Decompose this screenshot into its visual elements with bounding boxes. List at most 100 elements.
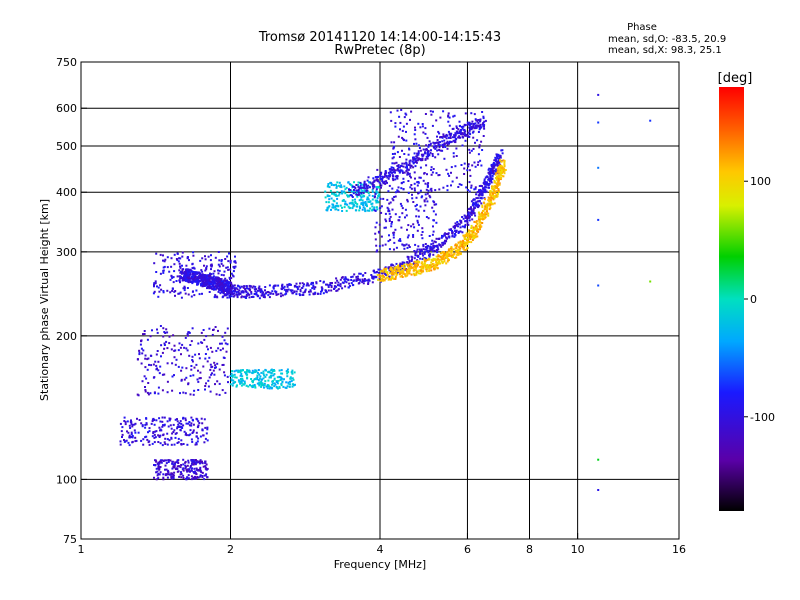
y-tick-label: 400 (56, 186, 77, 199)
scatter-point (217, 269, 219, 272)
scatter-point (144, 423, 147, 426)
trace-point (238, 285, 241, 288)
scatter-point (361, 199, 364, 202)
scatter-point (154, 360, 157, 363)
trace-point (468, 233, 471, 235)
trace-point (483, 125, 485, 128)
trace-point (311, 287, 314, 290)
scatter-point (183, 346, 186, 349)
scatter-point (455, 176, 458, 179)
scatter-point (162, 271, 165, 274)
trace-point (483, 197, 486, 200)
trace-point (287, 288, 290, 291)
scatter-point (207, 379, 210, 382)
scatter-point (194, 475, 196, 478)
scatter-point (374, 238, 377, 241)
trace-point (263, 296, 266, 299)
scatter-point (218, 368, 221, 371)
trace-point (468, 219, 471, 222)
scatter-point (424, 243, 427, 245)
scatter-point (421, 227, 424, 230)
scatter-point (470, 149, 473, 152)
trace-point (464, 249, 467, 251)
trace-point (272, 292, 275, 295)
scatter-point (172, 276, 175, 279)
scatter-point (292, 383, 294, 386)
scatter-point (243, 380, 246, 383)
scatter-point (453, 114, 456, 117)
trace-point (429, 253, 432, 256)
trace-point (230, 283, 233, 286)
trace-point (449, 135, 452, 138)
scatter-point (390, 141, 393, 144)
scatter-point (197, 437, 200, 440)
scatter-point (446, 184, 449, 187)
scatter-point (185, 376, 188, 379)
scatter-point (266, 387, 269, 390)
trace-point (433, 145, 436, 148)
trace-point (312, 281, 314, 284)
trace-point (459, 226, 462, 229)
scatter-point (388, 217, 391, 220)
scatter-point (206, 428, 209, 431)
trace-point (407, 256, 410, 259)
scatter-point (230, 378, 233, 381)
scatter-point (187, 459, 190, 462)
trace-point (477, 228, 480, 231)
scatter-point (168, 439, 171, 442)
scatter-point (187, 477, 190, 480)
trace-point (492, 163, 494, 166)
trace-point (402, 270, 405, 273)
scatter-point (191, 432, 194, 434)
scatter-point (447, 172, 450, 175)
scatter-point (397, 135, 400, 138)
outlier-point (649, 280, 652, 283)
scatter-point (391, 187, 394, 190)
trace-point (468, 235, 471, 238)
trace-point (467, 235, 470, 238)
scatter-point (177, 292, 180, 295)
trace-point (424, 148, 427, 151)
scatter-point (203, 338, 206, 341)
scatter-point (145, 423, 148, 426)
trace-point (379, 175, 382, 178)
trace-point (472, 204, 475, 207)
scatter-point (191, 418, 194, 421)
trace-point (496, 164, 499, 167)
scatter-point (480, 140, 483, 143)
trace-point (487, 183, 490, 185)
trace-point (483, 208, 486, 211)
scatter-point (420, 196, 423, 199)
scatter-point (468, 135, 471, 138)
scatter-point (404, 216, 406, 219)
scatter-point (358, 199, 361, 202)
trace-point (345, 281, 348, 284)
scatter-point (182, 424, 185, 427)
scatter-point (474, 186, 477, 189)
trace-point (368, 279, 371, 282)
trace-point (407, 269, 409, 272)
trace-point (454, 139, 457, 142)
trace-point (483, 123, 486, 126)
trace-point (467, 212, 470, 215)
scatter-point (190, 368, 193, 371)
scatter-point (417, 144, 420, 147)
scatter-point (121, 433, 124, 436)
trace-point (463, 134, 466, 137)
scatter-point (199, 459, 202, 462)
scatter-point (481, 111, 484, 113)
scatter-point (173, 471, 176, 474)
trace-point (288, 283, 291, 286)
scatter-point (262, 377, 265, 380)
trace-point (479, 188, 482, 191)
trace-point (244, 287, 247, 290)
trace-point (405, 158, 408, 161)
scatter-point (160, 355, 162, 358)
trace-point (408, 263, 411, 266)
scatter-point (163, 342, 166, 345)
trace-point (399, 169, 402, 172)
trace-point (483, 178, 486, 181)
trace-point (304, 288, 307, 291)
scatter-point (159, 471, 162, 474)
scatter-point (481, 123, 484, 126)
